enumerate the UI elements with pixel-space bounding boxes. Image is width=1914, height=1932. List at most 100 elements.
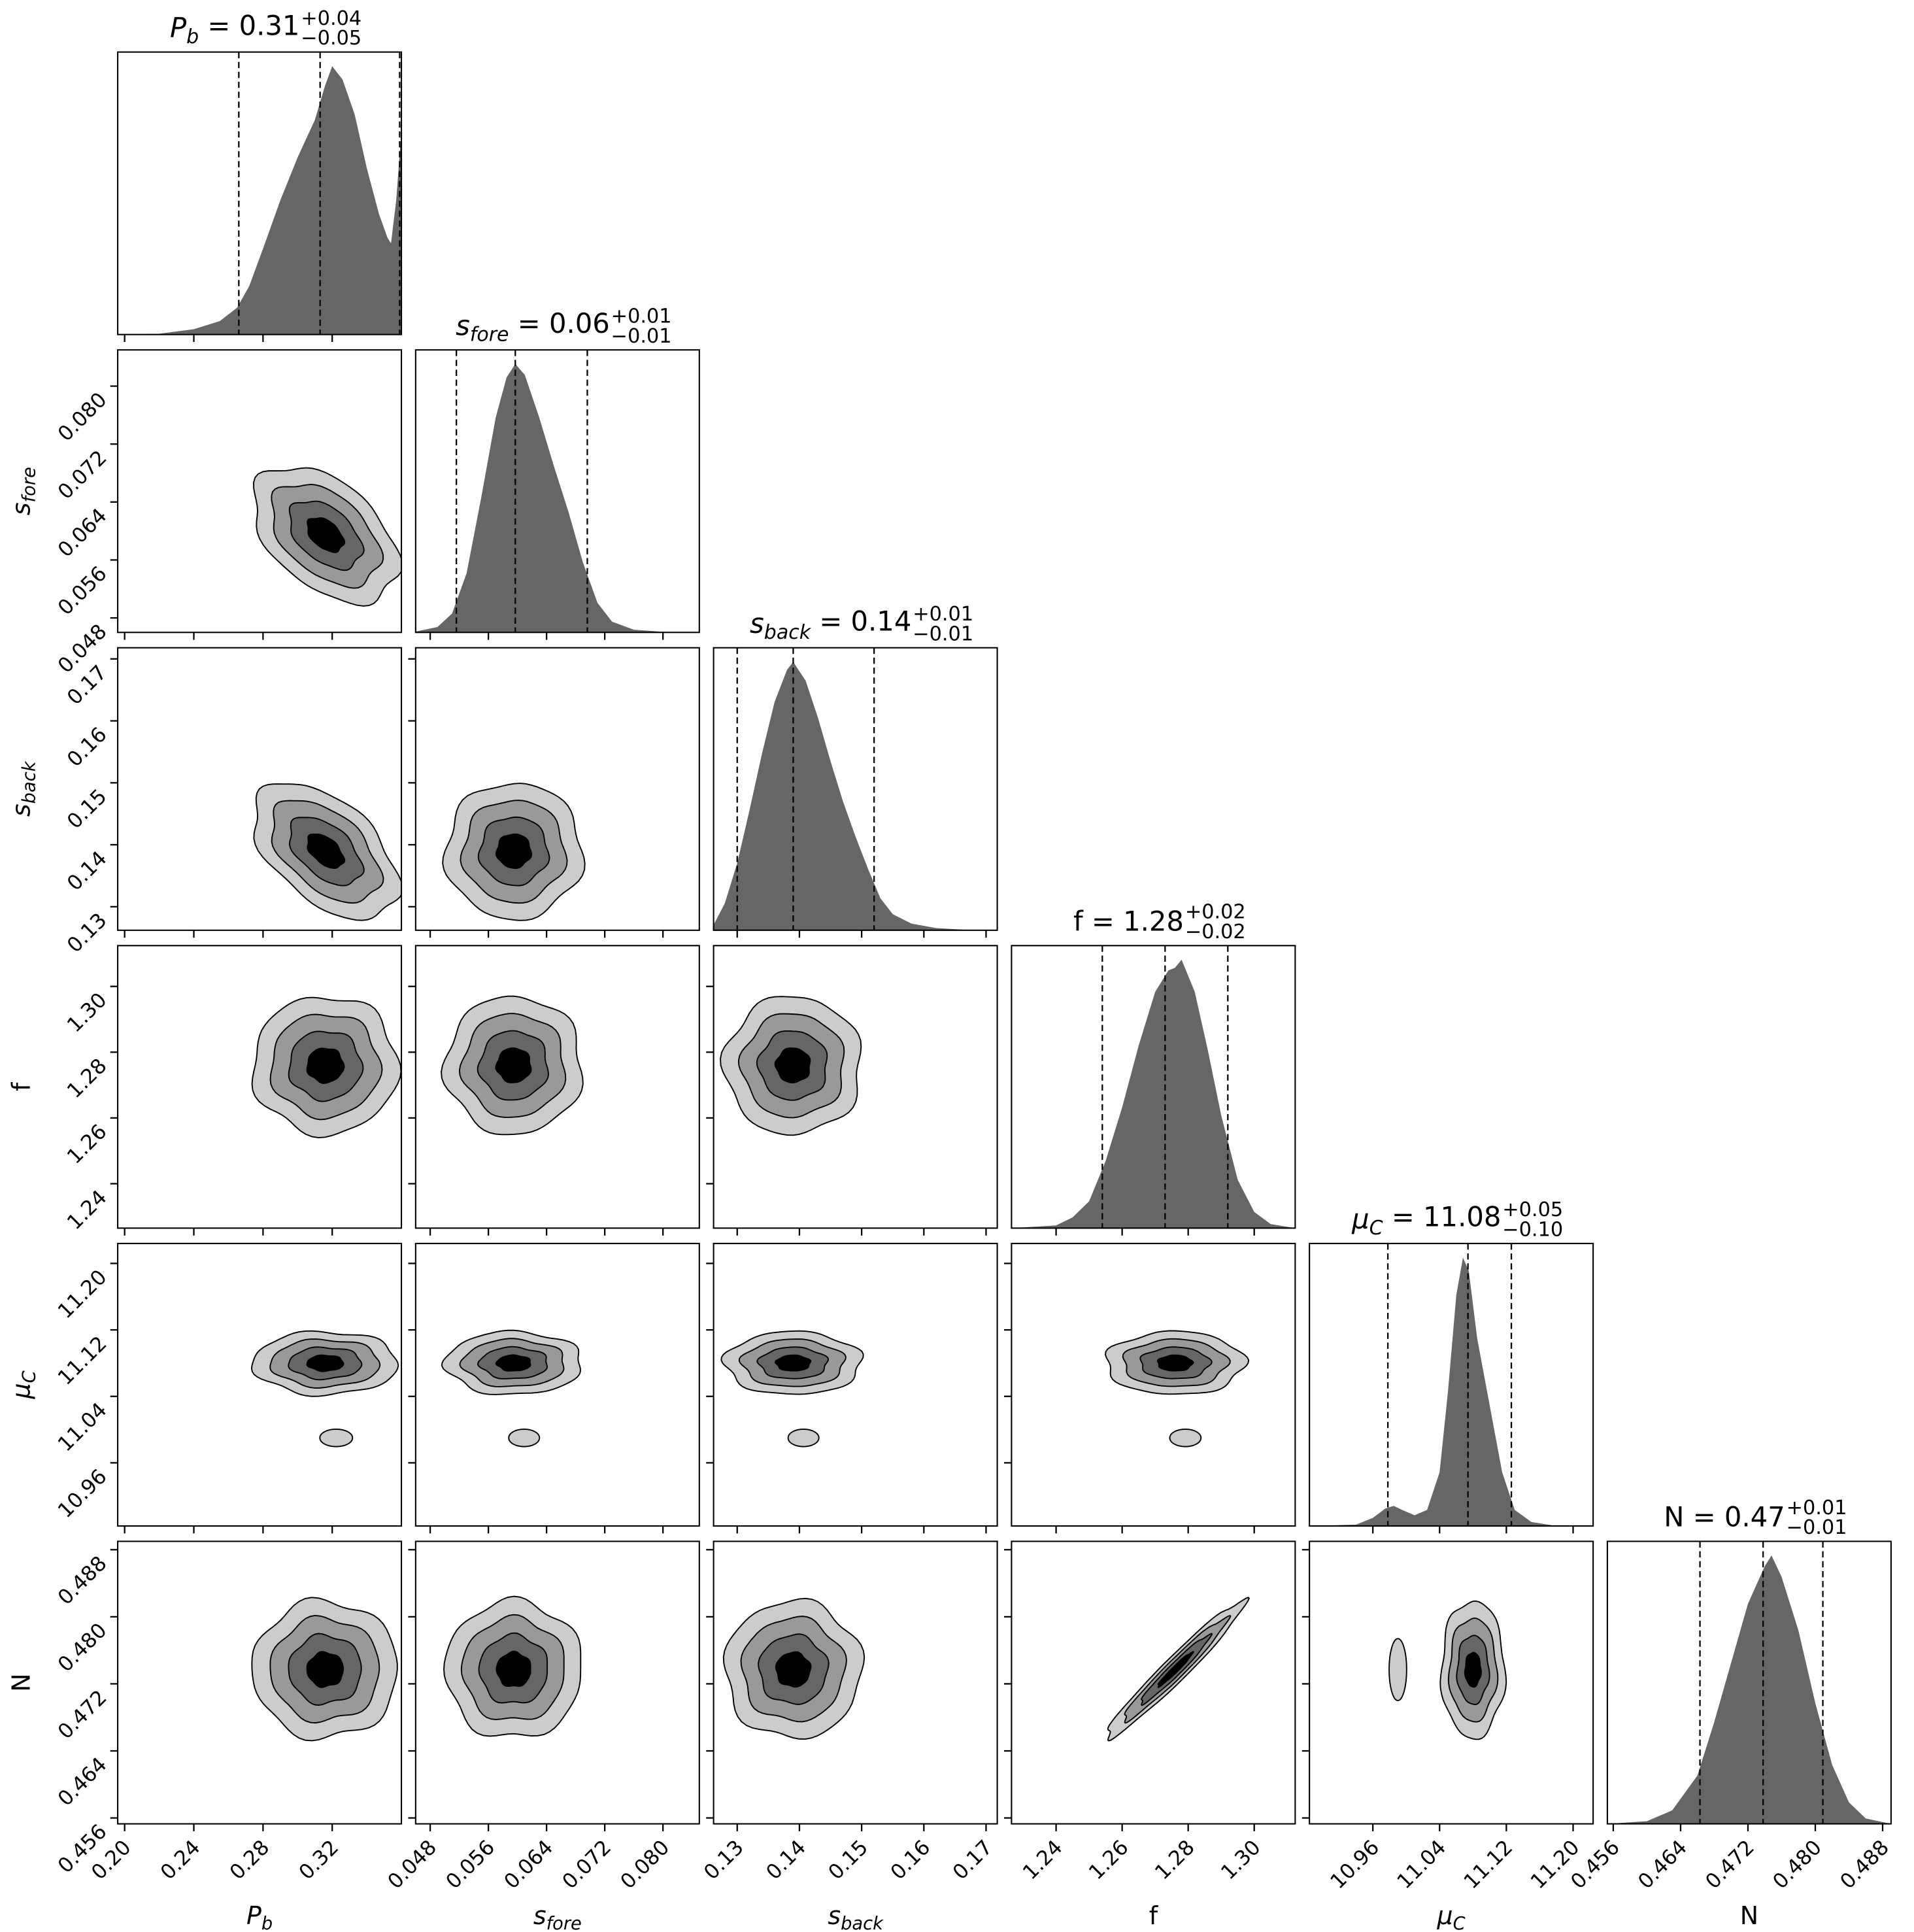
panel-content: [720, 996, 862, 1136]
panel-N-vs-P_b: 0.20 0.24 0.28 0.320.4560.4640.4720.4800.48…: [54, 1540, 403, 1885]
diag-panel-s_fore: sfore = 0.06 +0.01−0.01: [414, 305, 700, 640]
x-axis-label-s_fore-main: s: [533, 1901, 546, 1930]
contour-level-0.5-sigma: [775, 1651, 812, 1688]
panel-frame: [414, 1540, 700, 1825]
panel-frame: [414, 1242, 700, 1527]
panel-frame: [117, 51, 403, 335]
histogram-N: [1607, 1555, 1891, 1824]
panel-frame: [414, 349, 700, 634]
y-axis-label-mu_C-main: μ: [7, 1383, 36, 1399]
x-axis-label-s_back-sub: back: [841, 1914, 884, 1932]
x-tick-label-mu_C: 11.12: [1460, 1836, 1518, 1894]
x-tick-label-s_fore: 0.072: [558, 1836, 616, 1894]
y-tick-label-s_fore: 0.064: [54, 504, 112, 562]
y-tick-label-mu_C: 11.04: [54, 1398, 112, 1457]
title-name: s: [456, 309, 470, 341]
panel-frame: [713, 945, 998, 1229]
title-value: 0.47: [1724, 1501, 1785, 1533]
title-P_b: Pb = 0.31: [170, 9, 299, 48]
panel-frame: [713, 647, 998, 931]
panel-content: [443, 1595, 582, 1737]
contour-level-0.5-sigma: [307, 517, 346, 553]
title-value: 0.06: [549, 307, 610, 339]
y-axis-label-s_back: sback: [7, 760, 40, 817]
panel-content: [251, 996, 402, 1139]
contour-level-0.5-sigma: [1464, 1652, 1482, 1688]
x-tick-label-mu_C: 10.96: [1326, 1836, 1384, 1894]
panel-frame: [1011, 1540, 1296, 1825]
secondary-mode-contour: [319, 1428, 354, 1448]
panel-content: [1388, 1600, 1507, 1740]
title-name: μ: [1351, 1203, 1369, 1235]
title-sub: C: [1369, 1217, 1383, 1240]
x-tick-label-f: 1.26: [1084, 1836, 1133, 1885]
y-tick-label-s_fore: 0.056: [54, 562, 112, 620]
x-axis-label-P_b-main: P: [246, 1901, 261, 1930]
y-tick-label-N: 0.472: [54, 1686, 112, 1744]
x-tick-label-s_fore: 0.064: [499, 1836, 558, 1894]
panel-f-vs-s_back: [706, 945, 998, 1236]
title-mu_C: μC = 11.08: [1351, 1201, 1501, 1240]
secondary-mode-contour: [508, 1428, 541, 1448]
diag-panel-f: f = 1.28 +0.02−0.02: [1011, 901, 1296, 1236]
x-tick-label-mu_C: 11.04: [1393, 1836, 1451, 1894]
contour-level-0.5-sigma: [495, 1047, 532, 1083]
contour-level-0.5-sigma: [775, 1354, 812, 1372]
title-value: 0.31: [239, 9, 300, 41]
y-tick-label-s_back: 0.16: [63, 723, 112, 772]
title-value: 1.28: [1123, 906, 1184, 938]
title-plus-s_fore: +0.01: [611, 305, 672, 328]
x-tick-label-s_back: 0.14: [762, 1836, 811, 1885]
histogram-f: [1011, 959, 1296, 1229]
x-axis-label-mu_C: μC: [1437, 1901, 1466, 1932]
panel-frame: [713, 1242, 998, 1527]
x-tick-label-s_back: 0.16: [886, 1836, 935, 1885]
panel-content: [441, 995, 584, 1136]
y-axis-label-mu_C-sub: C: [20, 1370, 40, 1383]
diag-panel-s_back: sback = 0.14 +0.01−0.01: [713, 603, 998, 938]
secondary-mode-contour: [787, 1428, 820, 1448]
contour-level-0.5-sigma: [1156, 1354, 1194, 1372]
panel-content: [251, 1597, 398, 1742]
y-axis-label-s_fore-sub: fore: [20, 467, 40, 502]
contour-level-0.5-sigma: [1157, 1651, 1194, 1689]
title-minus-s_back: −0.01: [913, 622, 973, 645]
panel-frame: [117, 647, 403, 931]
x-axis-label-P_b: Pb: [246, 1901, 273, 1932]
x-tick-label-P_b: 0.32: [295, 1836, 344, 1885]
title-plus-s_back: +0.01: [913, 603, 973, 626]
y-tick-label-f: 1.26: [63, 1120, 112, 1169]
title-minus-mu_C: −0.10: [1502, 1219, 1563, 1242]
x-axis-label-s_fore-sub: fore: [546, 1914, 582, 1932]
panel-frame: [713, 1540, 998, 1825]
title-plus-f: +0.02: [1185, 901, 1246, 924]
y-tick-label-s_fore: 0.080: [54, 388, 112, 447]
title-name: s: [750, 607, 764, 639]
panel-content: [1105, 1330, 1250, 1448]
y-tick-label-s_back: 0.13: [63, 909, 112, 958]
title-name: P: [170, 12, 187, 44]
title-eq: =: [811, 605, 850, 637]
title-plus-mu_C: +0.05: [1502, 1198, 1563, 1221]
panel-mu_C-vs-P_b: 10.96 11.04 11.12 11.20: [54, 1242, 403, 1534]
panel-frame: [414, 945, 700, 1229]
panel-frame: [1309, 1242, 1594, 1527]
panel-content: [441, 1329, 581, 1448]
title-minus-N: −0.01: [1787, 1516, 1847, 1539]
panel-content: [720, 1330, 864, 1448]
title-N: N = 0.47: [1664, 1501, 1785, 1533]
title-sub: back: [764, 621, 812, 644]
panel-content: [1011, 945, 1296, 1229]
panel-frame: [1309, 1540, 1594, 1825]
y-tick-label-s_back: 0.15: [63, 785, 112, 834]
contour-level-0.5-sigma: [307, 834, 346, 870]
title-eq: =: [1383, 1201, 1423, 1233]
title-name: f: [1073, 906, 1084, 938]
panel-frame: [117, 1242, 403, 1527]
panel-content: [722, 1597, 865, 1740]
x-axis-label-N-main: N: [1740, 1901, 1758, 1930]
panel-f-vs-s_fore: [408, 945, 700, 1236]
x-tick-label-N: 0.464: [1634, 1836, 1692, 1894]
